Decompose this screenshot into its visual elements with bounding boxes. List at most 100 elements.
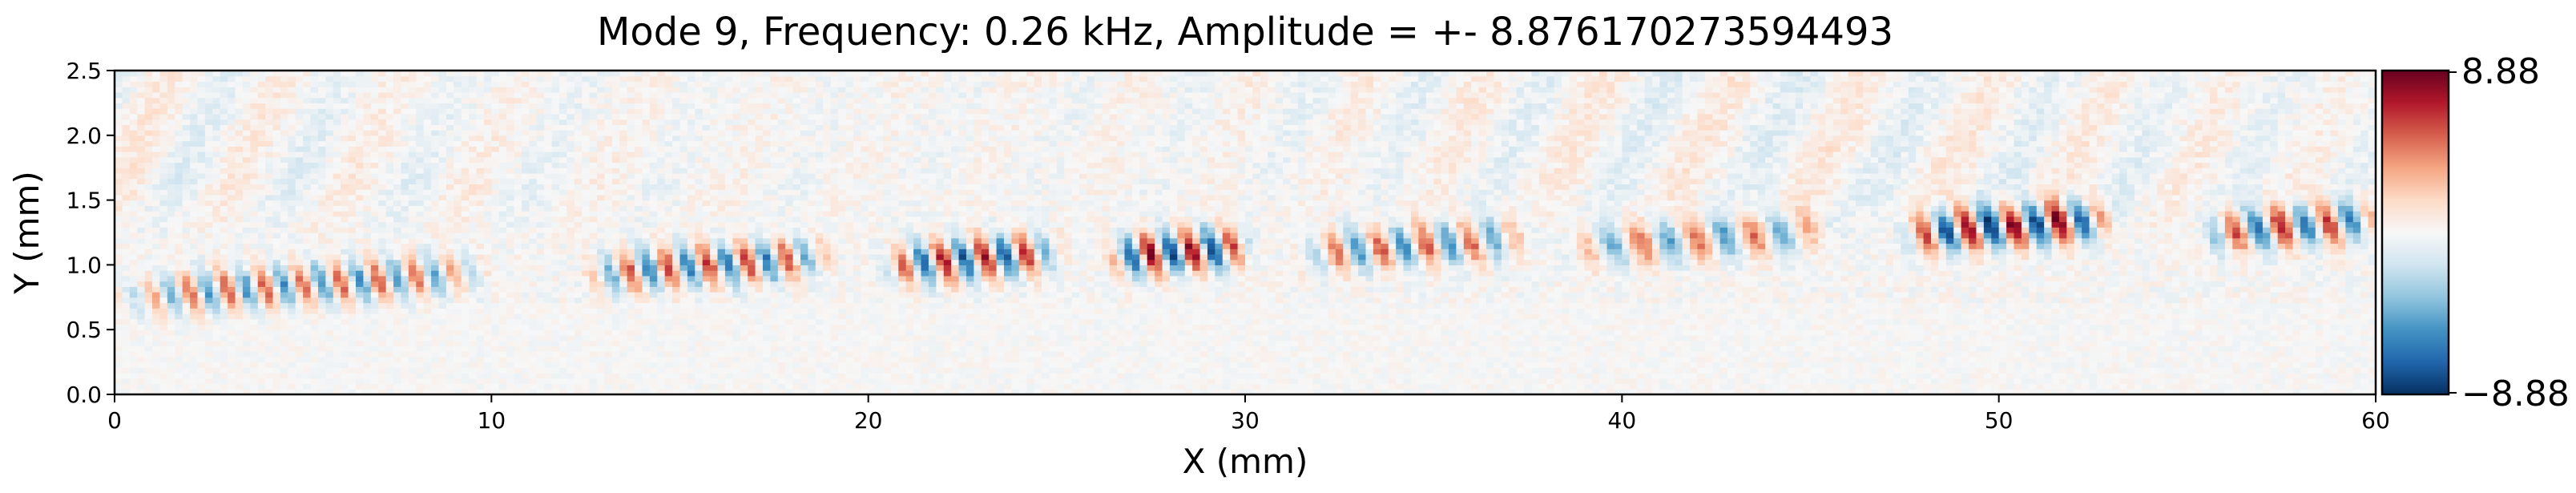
heatmap-cell [1923, 313, 1932, 320]
heatmap-cell [777, 340, 786, 346]
heatmap-cell [1893, 346, 1901, 352]
heatmap-cell [2300, 367, 2308, 374]
heatmap-cell [317, 324, 326, 330]
heatmap-cell [1870, 383, 1879, 390]
heatmap-cell [951, 383, 960, 390]
heatmap-cell [574, 373, 583, 379]
heatmap-cell [2096, 383, 2105, 390]
heatmap-cell [762, 340, 771, 346]
heatmap-cell [1576, 346, 1585, 352]
heatmap-cell [1870, 334, 1879, 341]
heatmap-cell [1704, 378, 1713, 385]
heatmap-cell [2292, 367, 2301, 374]
heatmap-cell [2089, 373, 2098, 379]
heatmap-cell [1260, 302, 1268, 309]
heatmap-cell [1207, 324, 1215, 330]
heatmap-cell [2029, 367, 2038, 374]
heatmap-cell [1343, 389, 1352, 394]
heatmap-cell [830, 324, 839, 330]
heatmap-cell [476, 334, 485, 341]
heatmap-cell [1456, 367, 1465, 374]
heatmap-cell [1403, 334, 1412, 341]
heatmap-cell [2255, 362, 2264, 368]
heatmap-cell [838, 340, 847, 346]
heatmap-cell [1335, 362, 1344, 368]
heatmap-cell [2051, 373, 2060, 379]
heatmap-cell [1675, 329, 1683, 336]
heatmap-cell [1840, 351, 1849, 358]
heatmap-cell [1893, 318, 1901, 325]
heatmap-cell [1750, 367, 1759, 374]
heatmap-cell [1689, 313, 1698, 320]
heatmap-cell [250, 313, 259, 320]
heatmap-cell [401, 389, 409, 394]
heatmap-cell [1772, 324, 1781, 330]
heatmap-cell [175, 356, 183, 363]
heatmap-cell [1591, 367, 1600, 374]
heatmap-cell [2330, 313, 2339, 320]
heatmap-cell [1697, 324, 1706, 330]
heatmap-cell [1953, 324, 1962, 330]
heatmap-cell [1410, 302, 1419, 309]
heatmap-cell [370, 308, 379, 314]
heatmap-cell [220, 334, 228, 341]
heatmap-cell [1320, 373, 1329, 379]
heatmap-cell [2224, 346, 2233, 352]
heatmap-cell [280, 318, 288, 325]
heatmap-cell [951, 318, 960, 325]
heatmap-cell [1848, 308, 1856, 314]
heatmap-cell [1998, 378, 2007, 385]
heatmap-cell [1275, 318, 1284, 325]
heatmap-cell [1297, 308, 1306, 314]
heatmap-cell [2360, 313, 2369, 320]
heatmap-cell [1516, 389, 1525, 394]
heatmap-cell [483, 324, 492, 330]
heatmap-cell [1034, 334, 1042, 341]
heatmap-cell [2247, 324, 2256, 330]
heatmap-cell [1546, 346, 1555, 352]
heatmap-cell [1750, 346, 1759, 352]
heatmap-cell [1803, 329, 1812, 336]
heatmap-cell [1576, 334, 1585, 341]
heatmap-cell [679, 356, 688, 363]
heatmap-cell [1531, 356, 1540, 363]
heatmap-cell [1494, 334, 1502, 341]
heatmap-cell [876, 362, 885, 368]
heatmap-cell [144, 346, 153, 352]
heatmap-cell [792, 346, 801, 352]
heatmap-cell [2202, 324, 2211, 330]
heatmap-cell [1848, 373, 1856, 379]
heatmap-cell [445, 318, 454, 325]
heatmap-cell [1155, 340, 1163, 346]
heatmap-cell [303, 378, 312, 385]
heatmap-cell [1727, 373, 1736, 379]
heatmap-cell [551, 324, 560, 330]
heatmap-cell [378, 340, 387, 346]
heatmap-cell [785, 302, 794, 309]
heatmap-cell [2239, 308, 2248, 314]
heatmap-cell [1192, 389, 1201, 394]
heatmap-cell [2066, 351, 2075, 358]
heatmap-cell [717, 340, 726, 346]
heatmap-cell [1885, 324, 1894, 330]
heatmap-cell [469, 313, 478, 320]
heatmap-cell [529, 362, 538, 368]
heatmap-cell [1312, 367, 1321, 374]
heatmap-cell [2006, 334, 2015, 341]
heatmap-cell [144, 313, 153, 320]
heatmap-cell [989, 334, 998, 341]
heatmap-cell [1629, 351, 1638, 358]
heatmap-cell [1735, 318, 1744, 325]
heatmap-cell [717, 318, 726, 325]
heatmap-cell [469, 318, 478, 325]
heatmap-cell [1094, 302, 1103, 309]
heatmap-cell [2074, 334, 2082, 341]
heatmap-cell [469, 308, 478, 314]
heatmap-cell [2352, 324, 2361, 330]
heatmap-cell [1388, 313, 1397, 320]
heatmap-cell [2058, 389, 2067, 394]
heatmap-cell [1961, 329, 1969, 336]
heatmap-cell [1712, 308, 1721, 314]
heatmap-cell [1169, 318, 1178, 325]
heatmap-cell [356, 318, 365, 325]
